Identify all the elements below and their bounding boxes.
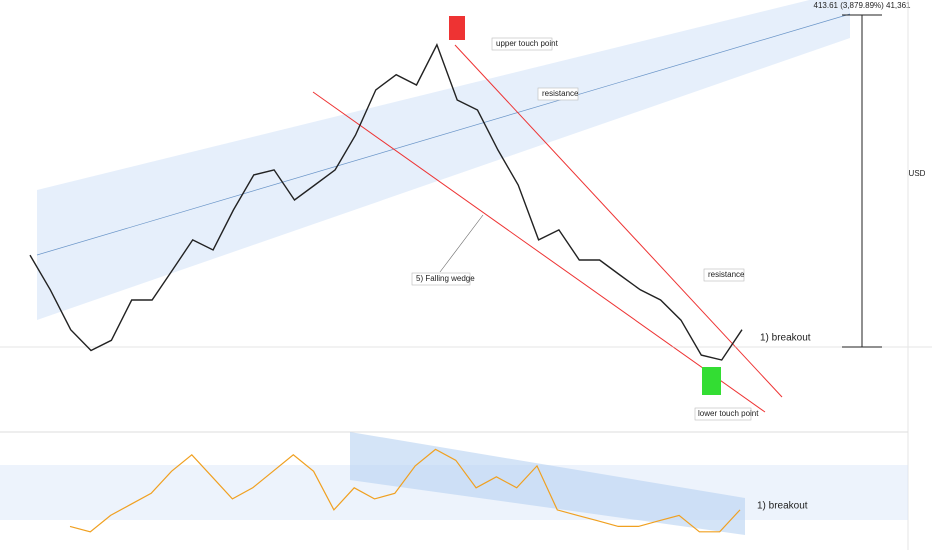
- wedge-upper: [454, 44, 783, 398]
- rsi-line: [69, 448, 741, 533]
- marker: [702, 367, 721, 395]
- box: [491, 37, 553, 51]
- measure-label: 413.61 (3,879.89%) 41,361: [814, 1, 912, 10]
- channel: [37, 0, 850, 320]
- annotation: resistance: [542, 89, 579, 98]
- annotation: 5) Falling wedge: [416, 274, 475, 283]
- currency: USD: [909, 169, 926, 178]
- pointer: [439, 214, 484, 273]
- price-line: [29, 43, 743, 361]
- box: [694, 407, 752, 421]
- channel-mid: [36, 13, 851, 256]
- wedge-lower: [312, 91, 766, 413]
- annotation: 1) breakout: [757, 501, 808, 512]
- annotation: 1) breakout: [760, 333, 811, 344]
- box: [537, 87, 579, 101]
- annotation: lower touch point: [698, 409, 759, 418]
- box: [703, 268, 745, 282]
- annotation: resistance: [708, 270, 745, 279]
- annotation: upper touch point: [496, 39, 559, 48]
- rsi-channel: [350, 432, 745, 535]
- box: [411, 272, 471, 286]
- marker: [449, 16, 465, 40]
